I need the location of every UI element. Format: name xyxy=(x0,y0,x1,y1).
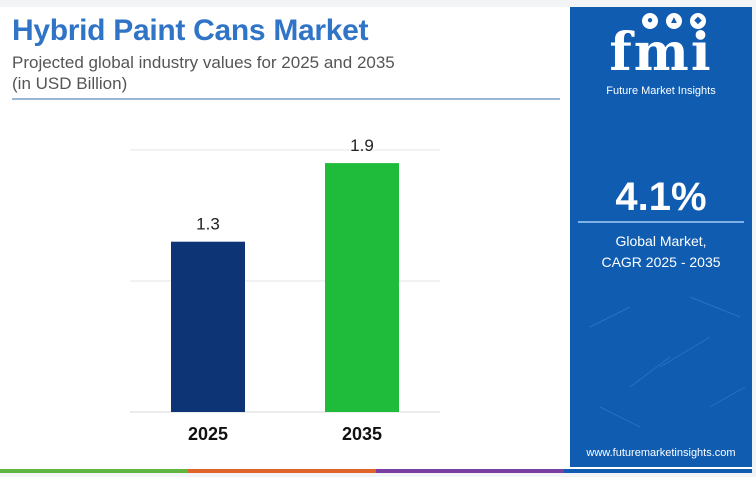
cagr-label-line-1: Global Market, xyxy=(615,233,707,249)
bar-chart: 1.3 2025 1.9 2035 xyxy=(130,136,440,444)
page-subtitle: Projected global industry values for 202… xyxy=(12,52,532,94)
bar-2035 xyxy=(325,163,399,412)
cagr-divider xyxy=(578,221,744,223)
stripe-segment xyxy=(564,469,752,473)
header-divider xyxy=(12,98,560,100)
stripe-segment xyxy=(0,469,188,473)
stripe-segment xyxy=(188,469,376,473)
data-label-2025: 1.3 xyxy=(196,215,220,234)
person-icon: ▲ xyxy=(666,13,682,29)
stripe-segment xyxy=(376,469,564,473)
cagr-label-line-2: CAGR 2025 - 2035 xyxy=(601,254,721,270)
x-tick-label-2025: 2025 xyxy=(188,424,228,444)
website-link[interactable]: www.futuremarketinsights.com xyxy=(586,447,736,459)
page-title: Hybrid Paint Cans Market xyxy=(12,14,369,47)
logo-subtitle: Future Market Insights xyxy=(606,85,716,97)
cagr-value: 4.1% xyxy=(615,175,707,219)
sidebar-panel: ● ▲ ◆ fmi Future Market Insights 4.1% Gl… xyxy=(570,7,752,467)
chat-icon: ● xyxy=(642,13,658,29)
subtitle-line-1: Projected global industry values for 202… xyxy=(12,53,395,72)
data-label-2035: 1.9 xyxy=(350,136,374,155)
globe-icon: ◆ xyxy=(690,13,706,29)
texture-decoration xyxy=(589,296,746,428)
fmi-logo: fmi xyxy=(609,22,713,83)
logo-icons: ● ▲ ◆ xyxy=(642,13,706,29)
x-tick-label-2035: 2035 xyxy=(342,424,382,444)
bar-2025 xyxy=(171,241,245,412)
cagr-label: Global Market, CAGR 2025 - 2035 xyxy=(570,231,752,273)
subtitle-line-2: (in USD Billion) xyxy=(12,74,128,93)
